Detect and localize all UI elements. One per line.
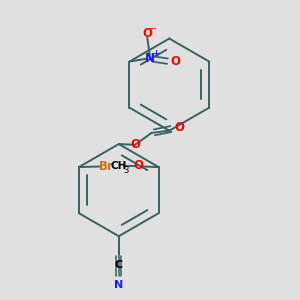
Text: Br: Br — [99, 160, 114, 173]
Text: C: C — [115, 260, 123, 270]
Text: −: − — [148, 25, 157, 34]
Text: O: O — [171, 55, 181, 68]
Text: O: O — [174, 122, 184, 134]
Text: N: N — [114, 280, 123, 290]
Text: CH: CH — [110, 161, 127, 172]
Text: O: O — [130, 138, 140, 151]
Text: O: O — [142, 27, 152, 40]
Text: 3: 3 — [123, 166, 129, 175]
Text: O: O — [134, 159, 144, 172]
Text: +: + — [152, 49, 159, 58]
Text: N: N — [145, 52, 155, 65]
